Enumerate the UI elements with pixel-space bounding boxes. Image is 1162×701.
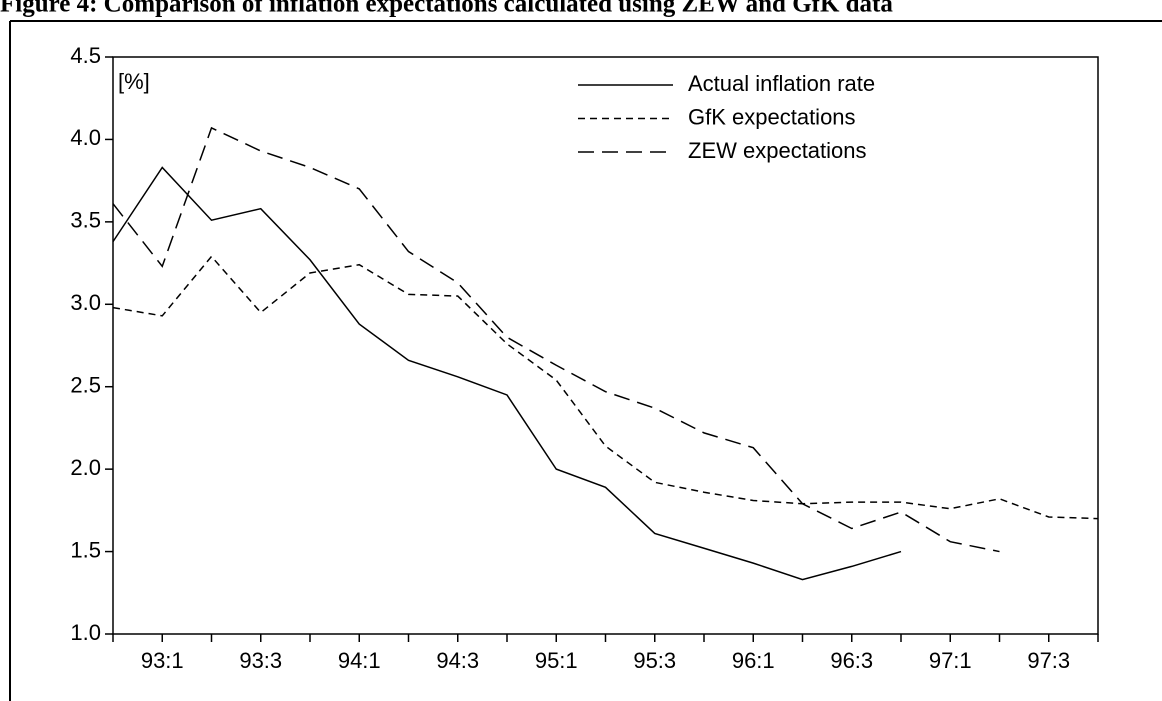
y-tick-label: 3.0 [70, 290, 101, 315]
x-tick-label: 97:3 [1027, 648, 1070, 673]
x-tick-label: 96:1 [732, 648, 775, 673]
legend-label: ZEW expectations [688, 138, 867, 163]
series-line [112, 255, 1099, 520]
y-tick-label: 1.0 [70, 620, 101, 645]
series-line [112, 166, 902, 581]
x-tick-label: 94:3 [436, 648, 479, 673]
y-tick-label: 2.0 [70, 455, 101, 480]
y-tick-label: 2.5 [70, 373, 101, 398]
plot-frame [112, 56, 1099, 635]
y-axis-label: [%] [118, 69, 150, 94]
x-tick-label: 95:3 [633, 648, 676, 673]
y-tick-label: 4.0 [70, 125, 101, 150]
legend-label: GfK expectations [688, 104, 856, 129]
x-tick-label: 94:1 [338, 648, 381, 673]
x-tick-label: 95:1 [535, 648, 578, 673]
legend-label: Actual inflation rate [688, 71, 875, 96]
y-tick-label: 3.5 [70, 208, 101, 233]
chart-title: Figure 4: Comparison of inflation expect… [0, 0, 893, 18]
series-line [112, 126, 1000, 553]
x-tick-label: 97:1 [929, 648, 972, 673]
x-tick-label: 96:3 [830, 648, 873, 673]
y-tick-label: 4.5 [70, 43, 101, 68]
x-tick-label: 93:3 [239, 648, 282, 673]
x-tick-label: 93:1 [141, 648, 184, 673]
y-tick-label: 1.5 [70, 537, 101, 562]
